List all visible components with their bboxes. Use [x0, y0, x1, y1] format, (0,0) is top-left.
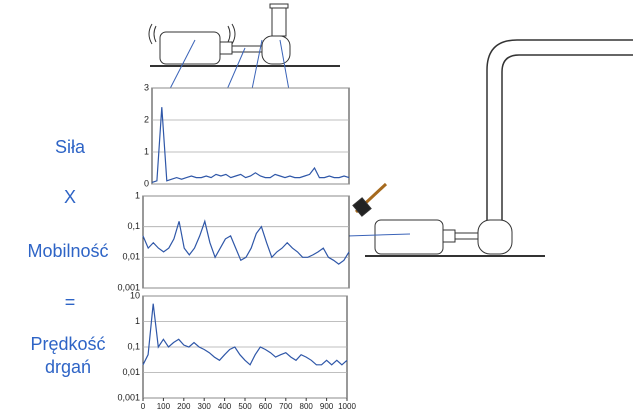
plot-frame	[142, 195, 350, 289]
x-tick-label: 500	[238, 402, 252, 411]
label-mobility: Mobilność	[27, 241, 108, 261]
spectrum-line	[151, 107, 350, 183]
spectrum-line	[142, 303, 348, 366]
y-tick-label: 2	[144, 114, 149, 124]
label-equals: =	[65, 292, 76, 312]
x-tick-label: 100	[157, 402, 171, 411]
right-machine	[352, 39, 633, 257]
top-machine	[148, 3, 340, 67]
y-tick-label: 1	[144, 146, 149, 156]
label-force: Siła	[55, 137, 86, 157]
y-tick-label: 0,1	[127, 341, 140, 351]
y-tick-label: 0,01	[122, 367, 140, 377]
x-tick-label: 700	[279, 402, 293, 411]
x-tick-label: 300	[198, 402, 212, 411]
x-tick-label: 900	[320, 402, 334, 411]
y-tick-label: 0,01	[122, 252, 140, 262]
y-tick-label: 1	[135, 190, 140, 200]
x-tick-label: 0	[141, 402, 146, 411]
y-tick-label: 0,001	[117, 282, 140, 292]
x-tick-label: 600	[259, 402, 273, 411]
y-tick-label: 10	[130, 290, 140, 300]
x-tick-label: 1000	[338, 402, 356, 411]
plot-frame	[151, 87, 350, 185]
y-tick-label: 0,1	[127, 221, 140, 231]
spectrum-line	[142, 219, 350, 265]
x-tick-label: 200	[177, 402, 191, 411]
x-tick-label: 800	[300, 402, 314, 411]
y-tick-label: 0,001	[117, 392, 140, 402]
y-tick-label: 3	[144, 82, 149, 92]
label-times: X	[64, 187, 76, 207]
label-velocity: Prędkość	[30, 334, 105, 354]
x-tick-label: 400	[218, 402, 232, 411]
label-velocity: drgań	[45, 357, 91, 377]
y-tick-label: 1	[135, 316, 140, 326]
y-tick-label: 0	[144, 178, 149, 188]
